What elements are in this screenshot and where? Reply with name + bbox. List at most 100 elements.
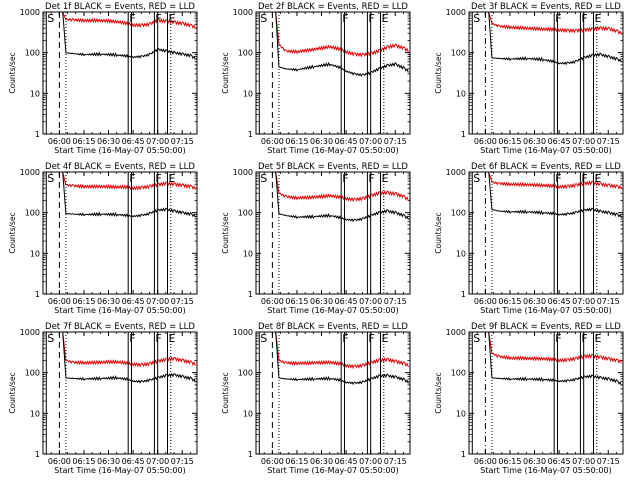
x-tick-label: 07:15 [384,457,407,466]
marker-label: S [47,12,54,25]
plot-frame [255,331,411,455]
x-axis-label: Start Time (16-May-07 05:50:00) [267,466,398,475]
marker-label: F [155,172,161,185]
plot-frame [468,11,624,135]
events-series-line [44,171,196,218]
x-tick-label: 06:30 [97,457,120,466]
lld-series-line [470,11,622,35]
x-tick-label: 07:15 [597,457,620,466]
y-axis-label: Counts/sec [221,52,230,93]
x-tick-label: 07:15 [597,137,620,146]
marker-label: F [155,12,161,25]
marker-label: E [382,172,389,185]
marker-label: S [260,172,267,185]
lld-series-line [470,171,622,190]
x-tick-label: 06:00 [48,137,71,146]
y-tick-label: 100 [238,369,253,378]
x-tick-label: 07:00 [359,297,382,306]
y-axis-label: Counts/sec [434,212,443,253]
x-tick-label: 06:00 [48,457,71,466]
y-tick-label: 1000 [446,8,466,17]
events-series-line [257,11,409,78]
x-tick-label: 06:00 [261,297,284,306]
marker-label: E [169,332,176,345]
x-tick-label: 06:15 [285,137,308,146]
x-tick-label: 07:00 [146,137,169,146]
y-tick-label: 1 [461,290,466,299]
y-tick-label: 10 [243,249,253,258]
x-tick-label: 06:45 [335,137,358,146]
marker-label: F [555,172,561,185]
marker-label: E [595,332,602,345]
x-tick-label: 06:15 [72,297,95,306]
chart-panel-5: Det 5f BLACK = Events, RED = LLD 1 10 100 10… [221,162,411,315]
x-axis-label: Start Time (16-May-07 05:50:00) [54,466,185,475]
lld-series-line [44,11,196,29]
x-tick-label: 06:00 [261,457,284,466]
y-tick-label: 1000 [233,328,253,337]
marker-label: S [473,172,480,185]
y-axis-label: Counts/sec [434,372,443,413]
y-tick-label: 10 [456,249,466,258]
x-tick-label: 06:45 [122,457,145,466]
x-tick-label: 06:15 [72,137,95,146]
marker-label: F [368,12,374,25]
x-tick-label: 06:45 [122,297,145,306]
y-axis-label: Counts/sec [8,372,17,413]
y-tick-label: 1 [35,290,40,299]
chart-panel-9: Det 9f BLACK = Events, RED = LLD 1 10 100 10… [434,322,624,475]
y-tick-label: 100 [238,49,253,58]
chart-title: Det 5f BLACK = Events, RED = LLD [258,162,408,172]
x-tick-label: 06:15 [498,137,521,146]
x-tick-label: 06:45 [335,297,358,306]
y-tick-label: 1000 [20,168,40,177]
y-axis-label: Counts/sec [8,52,17,93]
y-tick-label: 10 [243,89,253,98]
x-tick-label: 07:00 [359,137,382,146]
events-series-line [257,171,409,223]
x-tick-label: 06:00 [261,137,284,146]
x-tick-label: 06:45 [548,457,571,466]
marker-label: F [555,332,561,345]
x-axis-label: Start Time (16-May-07 05:50:00) [480,466,611,475]
marker-label: F [155,332,161,345]
plot-frame [42,11,198,135]
chart-title: Det 2f BLACK = Events, RED = LLD [258,2,408,12]
marker-label: E [382,12,389,25]
marker-label: E [169,12,176,25]
x-tick-label: 06:00 [474,457,497,466]
events-series-line [470,11,622,66]
y-tick-label: 100 [451,209,466,218]
chart-panel-3: Det 3f BLACK = Events, RED = LLD 1 10 100 10… [434,2,624,155]
x-tick-label: 07:00 [146,297,169,306]
x-tick-label: 06:30 [97,137,120,146]
plot-frame [468,171,624,295]
y-tick-label: 100 [25,49,40,58]
chart-title: Det 7f BLACK = Events, RED = LLD [45,322,195,332]
y-tick-label: 10 [243,409,253,418]
y-tick-label: 100 [238,209,253,218]
marker-label: E [169,172,176,185]
x-tick-label: 07:15 [384,297,407,306]
marker-label: F [368,172,374,185]
plot-frame [42,331,198,455]
marker-label: F [581,332,587,345]
x-axis-label: Start Time (16-May-07 05:50:00) [267,146,398,155]
x-tick-label: 07:00 [572,137,595,146]
y-tick-label: 10 [30,89,40,98]
y-tick-label: 10 [30,409,40,418]
events-series-line [470,171,622,219]
marker-label: S [260,332,267,345]
y-tick-label: 1 [248,130,253,139]
marker-label: S [473,332,480,345]
x-tick-label: 07:15 [171,297,194,306]
x-tick-label: 06:15 [498,297,521,306]
x-tick-label: 06:45 [548,137,571,146]
y-tick-label: 1000 [446,168,466,177]
chart-panel-1: Det 1f BLACK = Events, RED = LLD 1 10 100 10… [8,2,198,155]
y-tick-label: 1 [461,130,466,139]
x-tick-label: 06:30 [97,297,120,306]
chart-panel-6: Det 6f BLACK = Events, RED = LLD 1 10 100 10… [434,162,624,315]
plot-frame [255,171,411,295]
chart-panel-4: Det 4f BLACK = Events, RED = LLD 1 10 100 10… [8,162,198,315]
